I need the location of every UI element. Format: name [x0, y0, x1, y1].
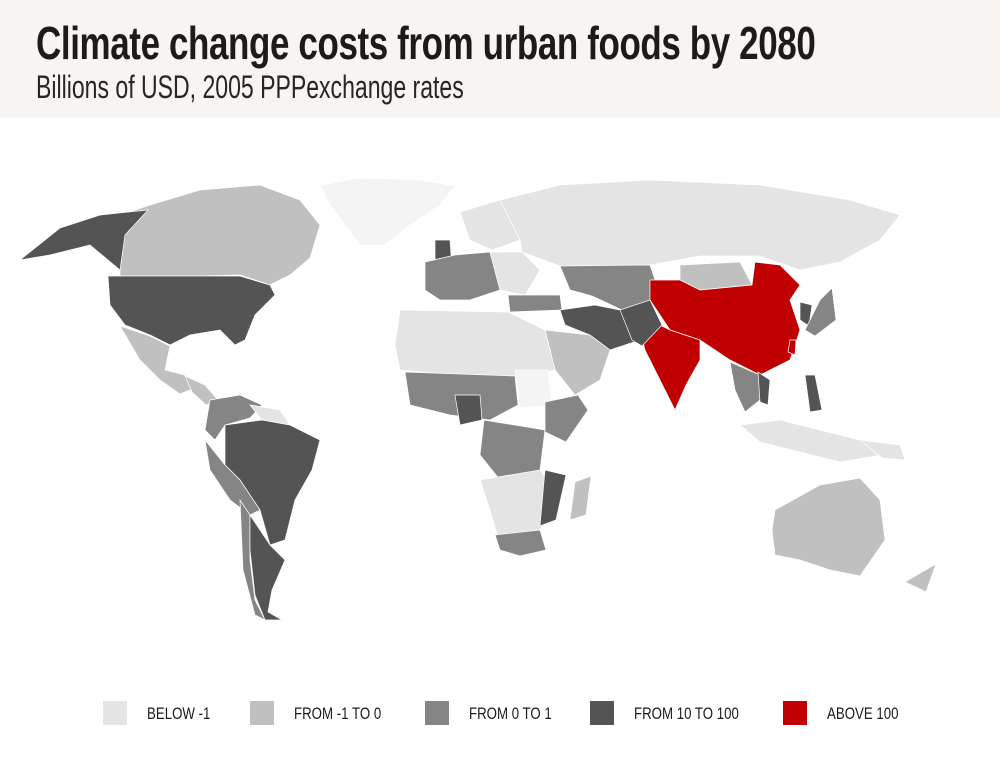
legend-label: FROM -1 TO 0	[294, 704, 382, 723]
japan	[804, 287, 837, 337]
legend-swatch	[590, 701, 614, 725]
legend-swatch	[425, 701, 449, 725]
colombia-venezuela	[204, 394, 263, 441]
madagascar	[569, 475, 592, 521]
south-africa	[494, 529, 547, 557]
eastern-europe	[489, 251, 541, 296]
page-subtitle: Billions of USD, 2005 PPPexchange rates	[36, 69, 464, 105]
iran	[559, 304, 641, 351]
usa	[107, 275, 276, 346]
legend-label: ABOVE 100	[827, 704, 899, 723]
southeast-asia	[729, 361, 761, 413]
ethiopia-east-africa	[544, 394, 589, 443]
page-title: Climate change costs from urban foods by…	[36, 17, 816, 69]
argentina	[249, 513, 286, 621]
vietnam	[757, 371, 771, 406]
turkey	[507, 294, 563, 313]
legend-swatch	[103, 701, 127, 725]
papua	[858, 439, 906, 461]
legend-label: BELOW -1	[147, 704, 211, 723]
australia	[771, 477, 886, 577]
taiwan	[787, 339, 797, 356]
header: Climate change costs from urban foods by…	[0, 0, 1000, 118]
peru-bolivia	[204, 438, 261, 516]
mozambique	[539, 469, 567, 527]
russia	[499, 179, 901, 271]
nigeria	[454, 394, 483, 426]
new-zealand	[904, 563, 937, 593]
legend-label: FROM 10 TO 100	[634, 704, 739, 723]
legend-label: FROM 0 TO 1	[469, 704, 552, 723]
canada	[119, 184, 321, 286]
legend-swatch	[250, 701, 274, 725]
greenland	[319, 177, 456, 246]
world-map	[18, 177, 937, 621]
alaska	[18, 209, 149, 271]
afghanistan-pakistan	[619, 299, 663, 347]
western-europe	[424, 251, 501, 301]
philippines	[804, 374, 823, 413]
north-africa	[394, 309, 556, 379]
legend-swatch	[783, 701, 807, 725]
legend: BELOW -1 FROM -1 TO 0 FROM 0 TO 1 FROM 1…	[0, 699, 1000, 727]
